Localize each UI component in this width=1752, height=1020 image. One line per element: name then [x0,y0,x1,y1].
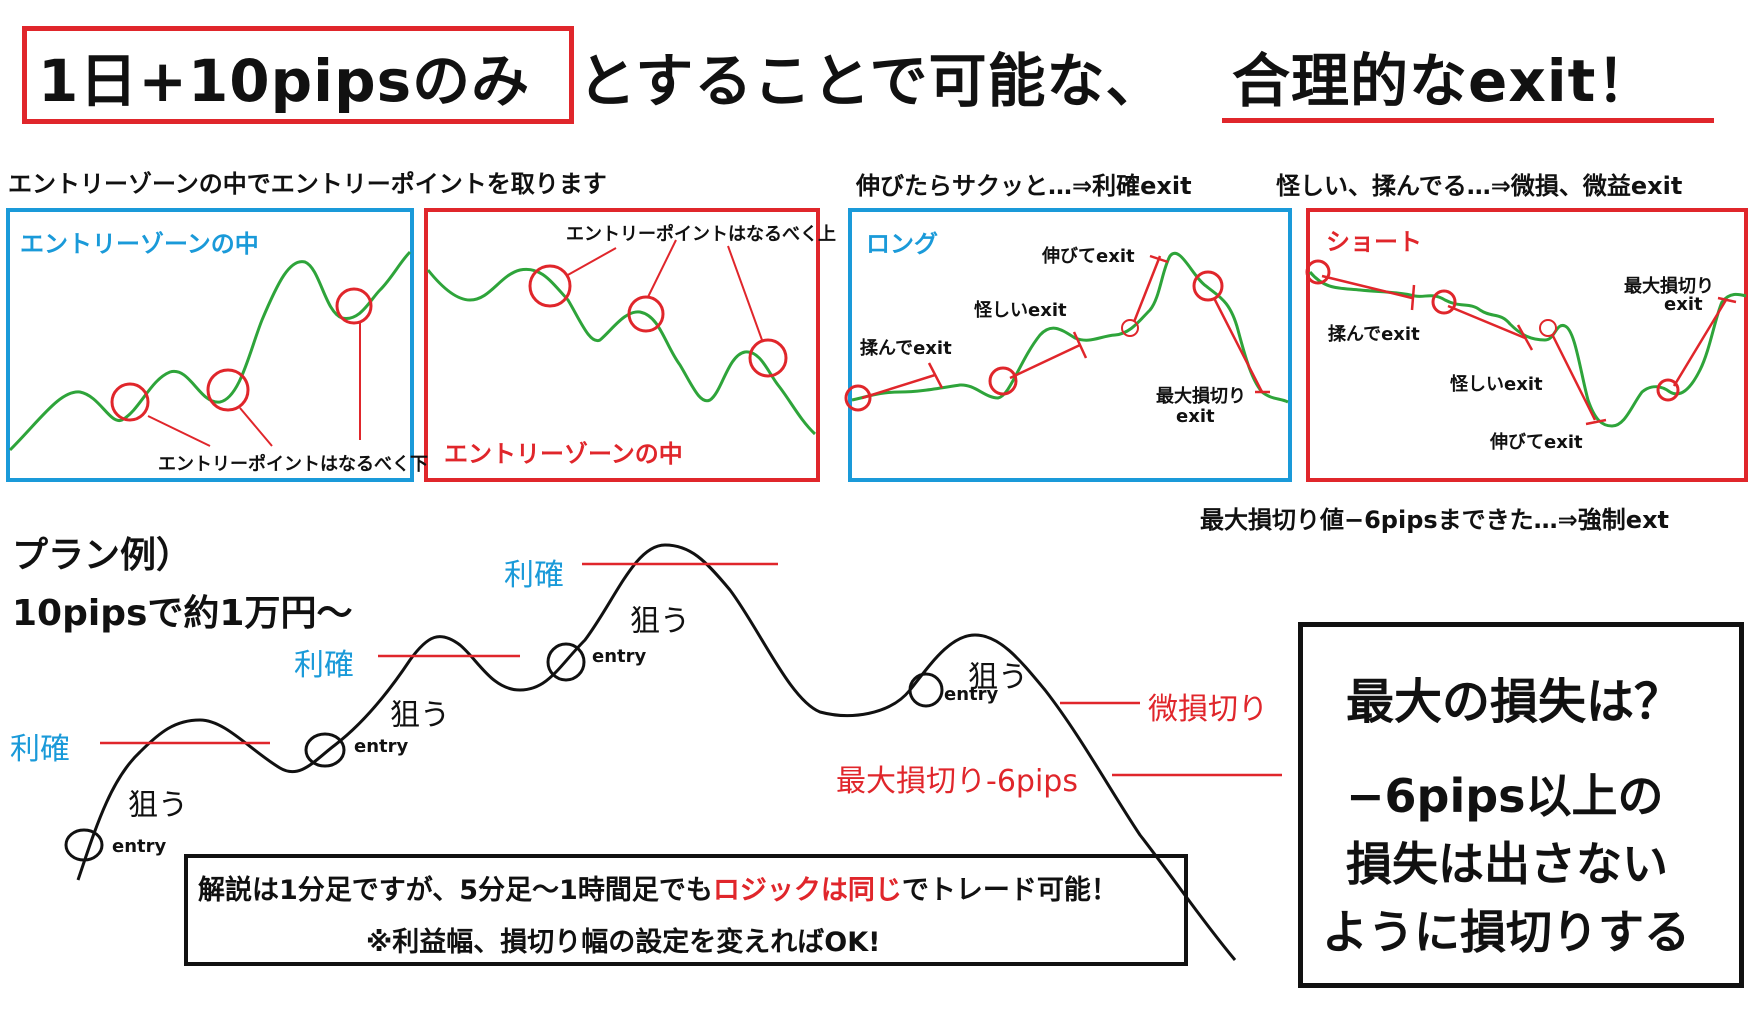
caption-entry: エントリーゾーンの中でエントリーポイントを取ります [8,170,607,198]
panel4-label-extend: 伸びてexit [1490,432,1583,453]
panel2-entry-circle-2 [627,295,665,333]
panel4-label-maxloss-exit: exit [1664,294,1703,315]
plan-aim-label-2: 狙う [390,698,450,733]
max-loss-box [1298,622,1744,988]
panel2-price-line [426,267,817,436]
panel1-pointer-2 [239,407,273,447]
plan-entry-label-3: entry [592,646,647,667]
panel3-trade-3 [1132,254,1169,323]
panel3-label-rub: 揉んでexit [860,338,952,359]
panel-entry-high [424,208,820,482]
panel1-entry-circle-3 [335,287,373,325]
panel4-title: ショート [1326,228,1422,256]
panel2-title: エントリーゾーンの中 [444,440,683,468]
panel4-circle-1 [1305,259,1331,285]
panel1-entry-circle-1 [110,382,150,422]
panel4-label-suspicious: 怪しいexit [1450,374,1543,395]
panel4-label-rub: 揉んでexit [1328,324,1420,345]
panel-short [1306,208,1748,482]
title-middle-text: とすることで可能な、 [578,47,1165,115]
panel2-entry-circle-1 [528,264,572,308]
note-line1: 解説は1分足ですが、5分足〜1時間足でもロジックは同じでトレード可能！ [198,868,1118,907]
panel-entry-low [6,208,414,482]
panel2-pointer-1 [565,247,617,277]
plan-entry-circle-1 [64,828,104,862]
panel3-circle-2 [988,366,1018,396]
panel1-price-line [8,250,412,452]
plan-entry-label-1: entry [112,836,167,857]
panel4-price-line [1308,271,1747,428]
max-loss-line3: ように損切りする [1322,905,1690,959]
caption-loss: 怪しい、揉んでる…⇒微損、微益exit [1276,172,1683,200]
plan-aim-label-1: 狙う [128,788,188,823]
plan-aim-label-3: 狙う [630,604,690,639]
panel3-trade-4 [1212,297,1270,394]
plan-entry-circle-3 [546,642,586,682]
plan-maxloss-label: 最大損切り-6pips [836,764,1078,799]
panel1-entry-circle-2 [206,368,250,412]
plan-entry-label-2: entry [354,736,409,757]
note-line1-post: でトレード可能！ [901,875,1118,906]
plan-price-curve [76,543,1237,961]
panel1-title: エントリーゾーンの中 [20,230,259,258]
panel4-trade-3 [1550,333,1607,426]
panel3-circle-3 [1121,319,1139,337]
plan-entry-label-4: entry [944,684,999,705]
plan-aim-label-4: 狙う [968,660,1028,695]
panel4-label-maxloss: 最大損切り [1624,276,1714,297]
panel3-title: ロング [866,230,938,258]
plan-takeprofit-label-2: 利確 [294,648,354,683]
note-line2: ※利益幅、損切り幅の設定を変えればOK! [366,927,881,958]
panel4-circle-2 [1431,289,1457,315]
panel3-circle-4 [1192,270,1224,302]
max-loss-question: 最大の損失は？ [1346,674,1683,730]
title-underlined-text: 合理的なexit！ [1232,47,1656,115]
note-line1-red: ロジックは同じ [712,875,902,906]
panel2-entry-circle-3 [748,338,788,378]
note-box [184,854,1188,966]
panel4-trade-2 [1447,304,1534,351]
panel4-circle-4 [1656,378,1680,402]
plan-subtitle: 10pipsで約1万円〜 [12,593,353,634]
caption-forced: 最大損切り値−6pipsまできた…⇒強制ext [1200,506,1670,534]
panel3-price-line [851,252,1289,404]
panel2-note: エントリーポイントはなるべく上 [566,224,836,245]
plan-entry-circle-4 [908,672,944,708]
caption-profit: 伸びたらサクッと…⇒利確exit [856,172,1192,200]
note-line1-pre: 解説は1分足ですが、5分足〜1時間足でも [198,875,713,906]
max-loss-line1: −6pips以上の [1346,769,1664,823]
panel1-pointer-1 [147,415,211,447]
panel4-circle-3 [1539,319,1557,337]
panel2-pointer-3 [727,245,763,341]
panel-long [848,208,1292,482]
plan-takeprofit-label-3: 利確 [504,558,564,593]
panel4-trade-4 [1672,296,1737,387]
panel3-circle-1 [844,384,872,412]
panel4-trade-1 [1321,274,1416,311]
title-underline [1222,118,1714,123]
panel2-pointer-2 [647,239,677,298]
panel3-trade-2 [1009,331,1088,380]
panel3-label-extend: 伸びてexit [1042,246,1135,267]
plan-smallloss-label: 微損切り [1148,692,1268,727]
panel3-label-maxloss: 最大損切り [1156,386,1246,407]
plan-title: プラン例） [12,535,193,576]
panel3-trade-1 [861,362,944,400]
panel1-note: エントリーポイントはなるべく下 [158,454,428,475]
panel3-label-maxloss-exit: exit [1176,406,1215,427]
title-boxed-text: 1日+10pipsのみ [38,47,531,115]
plan-takeprofit-label-1: 利確 [10,732,70,767]
title-box [22,26,574,124]
plan-entry-circle-2 [304,732,346,768]
panel3-label-suspicious: 怪しいexit [974,300,1067,321]
max-loss-line2: 損失は出さない [1346,837,1668,891]
